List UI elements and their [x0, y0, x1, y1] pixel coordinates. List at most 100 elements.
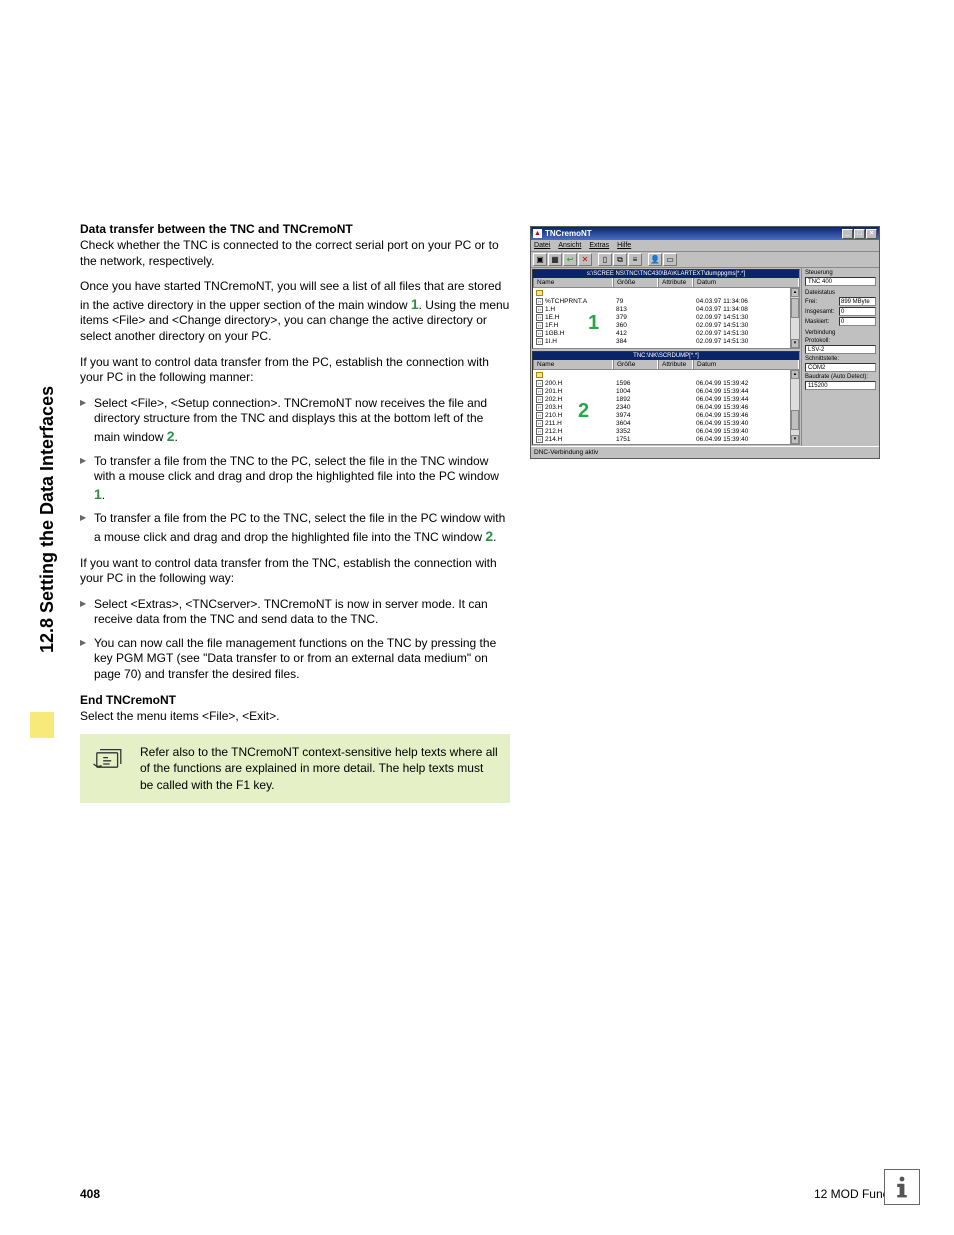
file-icon	[536, 404, 543, 411]
file-date: 06.04.99 15:39:46	[696, 412, 796, 419]
file-row[interactable]: 203.H234006.04.99 15:39:46	[533, 403, 799, 411]
para-4: If you want to control data transfer fro…	[80, 556, 510, 587]
frei-label: Frei:	[805, 299, 837, 305]
file-row[interactable]	[533, 289, 799, 297]
insgesamt-label: Insgesamt:	[805, 309, 837, 315]
toolbar-btn-8[interactable]: 👤	[648, 253, 662, 266]
file-row[interactable]: 200.H159606.04.99 15:39:42	[533, 379, 799, 387]
col-date-2[interactable]: Datum	[693, 360, 799, 369]
tnc-panel-body[interactable]: 200.H159606.04.99 15:39:42201.H100406.04…	[533, 370, 799, 444]
file-name: 203.H	[545, 404, 562, 411]
file-name: 211.H	[545, 420, 562, 427]
toolbar-btn-1[interactable]: ▣	[533, 253, 547, 266]
window-title: TNCremoNT	[545, 229, 842, 238]
file-size: 813	[616, 306, 661, 313]
schnittstelle-label: Schnittstelle:	[805, 356, 876, 362]
col-name-2[interactable]: Name	[533, 360, 613, 369]
toolbar: ▣ ▦ ↩ ✕ ▯ ⧉ ≡ 👤 ▭	[531, 252, 879, 268]
dateistatus-label: Dateistatus	[805, 290, 876, 296]
menu-extras[interactable]: Extras	[589, 242, 609, 249]
toolbar-btn-2[interactable]: ▦	[548, 253, 562, 266]
note-icon	[92, 748, 124, 772]
menubar[interactable]: Datei Ansicht Extras Hilfe	[531, 240, 879, 252]
toolbar-btn-5[interactable]: ▯	[598, 253, 612, 266]
verbindung-label: Verbindung	[805, 330, 876, 336]
toolbar-btn-6[interactable]: ⧉	[613, 253, 627, 266]
file-row[interactable]: 1E.H37902.09.97 14:51:30	[533, 313, 799, 321]
file-row[interactable]: 201.H100406.04.99 15:39:44	[533, 387, 799, 395]
file-row[interactable]: 1.H81304.03.97 11:34:08	[533, 305, 799, 313]
note-box: Refer also to the TNCremoNT context-sens…	[80, 734, 510, 803]
maximize-button[interactable]: □	[854, 229, 865, 239]
file-icon	[536, 298, 543, 305]
file-row[interactable]: 210.H397406.04.99 15:39:46	[533, 411, 799, 419]
minimize-button[interactable]: _	[842, 229, 853, 239]
file-name: 1GB.H	[545, 330, 565, 337]
file-row[interactable]	[533, 371, 799, 379]
protokoll-value: LSV-2	[805, 345, 876, 354]
bullet-3b: .	[493, 530, 496, 544]
file-row[interactable]: 1I.H38402.09.97 14:51:30	[533, 337, 799, 345]
titlebar: ▲ TNCremoNT _ □ ×	[531, 227, 879, 240]
steuerung-value: TNC 400	[805, 277, 876, 286]
bullet-4: Select <Extras>, <TNCserver>. TNCremoNT …	[80, 597, 510, 628]
section-heading-2: End TNCremoNT	[80, 693, 510, 707]
frei-value: 899 MByte	[839, 297, 876, 306]
col-date[interactable]: Datum	[693, 278, 799, 287]
toolbar-btn-3[interactable]: ↩	[563, 253, 577, 266]
toolbar-btn-7[interactable]: ≡	[628, 253, 642, 266]
file-date: 02.09.97 14:51:30	[696, 322, 796, 329]
file-name: 210.H	[545, 412, 562, 419]
bullet-1: Select <File>, <Setup connection>. TNCre…	[80, 396, 510, 446]
file-icon	[536, 420, 543, 427]
file-row[interactable]: 1F.H36002.09.97 14:51:30	[533, 321, 799, 329]
file-size: 3352	[616, 428, 661, 435]
baud-value: 115200	[805, 381, 876, 390]
toolbar-btn-4[interactable]: ✕	[578, 253, 592, 266]
file-size: 412	[616, 330, 661, 337]
menu-hilfe[interactable]: Hilfe	[617, 242, 631, 249]
page-footer: 408 12 MOD Functions	[80, 1187, 914, 1201]
file-name: 1E.H	[545, 314, 559, 321]
bullet-3a: To transfer a file from the PC to the TN…	[94, 511, 505, 544]
file-date: 06.04.99 15:39:42	[696, 380, 796, 387]
file-row[interactable]: 211.H360406.04.99 15:39:40	[533, 419, 799, 427]
toolbar-btn-9[interactable]: ▭	[663, 253, 677, 266]
bullet-2a: To transfer a file from the TNC to the P…	[94, 454, 499, 484]
scrollbar-2[interactable]: ▴▾	[790, 370, 799, 444]
file-row[interactable]: %TCHPRNT.A7904.03.97 11:34:06	[533, 297, 799, 305]
close-button[interactable]: ×	[866, 229, 877, 239]
pc-panel-body[interactable]: %TCHPRNT.A7904.03.97 11:34:061.H81304.03…	[533, 288, 799, 348]
pc-panel-header: Name Größe Attribute Datum	[533, 278, 799, 288]
file-size: 79	[616, 298, 661, 305]
folder-icon	[536, 290, 543, 296]
file-date: 06.04.99 15:39:40	[696, 428, 796, 435]
col-attr[interactable]: Attribute	[658, 278, 693, 287]
file-row[interactable]: 202.H189206.04.99 15:39:44	[533, 395, 799, 403]
file-icon	[536, 436, 543, 443]
info-icon	[884, 1169, 920, 1205]
menu-ansicht[interactable]: Ansicht	[558, 242, 581, 249]
file-row[interactable]: 1GB.H41202.09.97 14:51:30	[533, 329, 799, 337]
side-tab-text: 12.8 Setting the Data Interfaces	[31, 223, 63, 653]
file-size: 384	[616, 338, 661, 345]
file-size: 360	[616, 322, 661, 329]
main-text-column: Data transfer between the TNC and TNCrem…	[80, 222, 510, 803]
file-icon	[536, 380, 543, 387]
file-date: 06.04.99 15:39:40	[696, 436, 796, 443]
bullet-5: You can now call the file management fun…	[80, 636, 510, 683]
col-size[interactable]: Größe	[613, 278, 658, 287]
file-row[interactable]: 214.H175106.04.99 15:39:40	[533, 435, 799, 443]
col-attr-2[interactable]: Attribute	[658, 360, 693, 369]
menu-datei[interactable]: Datei	[534, 242, 550, 249]
marker-1: 1	[588, 312, 599, 335]
marker-2-inline-b: 2	[485, 528, 493, 544]
scrollbar-1[interactable]: ▴▾	[790, 288, 799, 348]
col-name[interactable]: Name	[533, 278, 613, 287]
toolbar-sep-1	[593, 253, 597, 266]
file-row[interactable]: 212.H335206.04.99 15:39:40	[533, 427, 799, 435]
col-size-2[interactable]: Größe	[613, 360, 658, 369]
marker-1-inline-b: 1	[94, 486, 102, 502]
app-window: ▲ TNCremoNT _ □ × Datei Ansicht Extras H…	[530, 226, 880, 459]
file-date: 06.04.99 15:39:44	[696, 396, 796, 403]
